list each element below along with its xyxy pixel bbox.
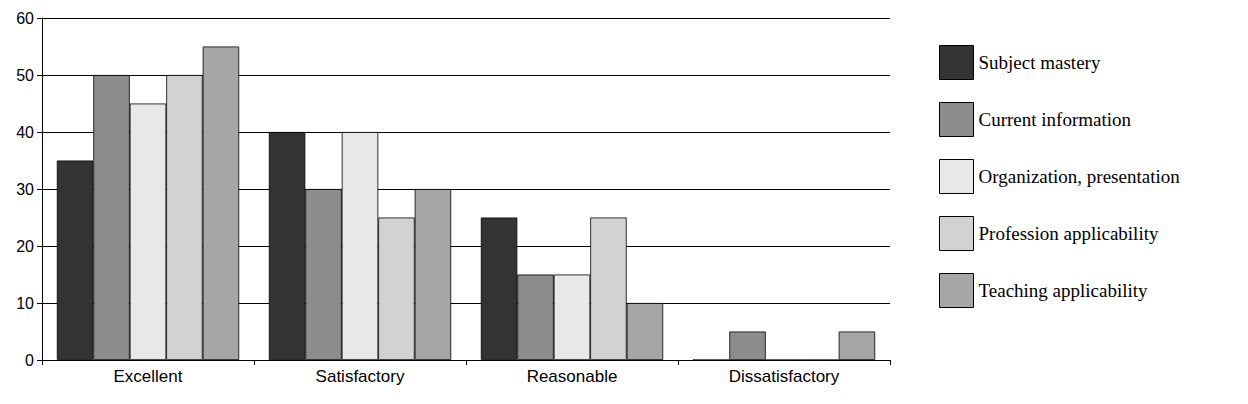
svg-text:40: 40 <box>16 124 34 141</box>
svg-text:10: 10 <box>16 295 34 312</box>
svg-text:Teaching applicability: Teaching applicability <box>979 280 1149 301</box>
svg-text:Satisfactory: Satisfactory <box>316 367 405 386</box>
svg-text:60: 60 <box>16 10 34 27</box>
svg-text:Organization, presentation: Organization, presentation <box>979 166 1181 187</box>
svg-text:50: 50 <box>16 67 34 84</box>
svg-text:0: 0 <box>25 352 34 369</box>
svg-text:Excellent: Excellent <box>114 367 183 386</box>
svg-text:20: 20 <box>16 238 34 255</box>
svg-text:Profession applicability: Profession applicability <box>979 223 1159 244</box>
svg-text:Reasonable: Reasonable <box>527 367 618 386</box>
svg-text:Subject mastery: Subject mastery <box>979 52 1101 73</box>
svg-text:Current information: Current information <box>979 109 1132 130</box>
svg-text:30: 30 <box>16 181 34 198</box>
svg-text:Dissatisfactory: Dissatisfactory <box>729 367 840 386</box>
